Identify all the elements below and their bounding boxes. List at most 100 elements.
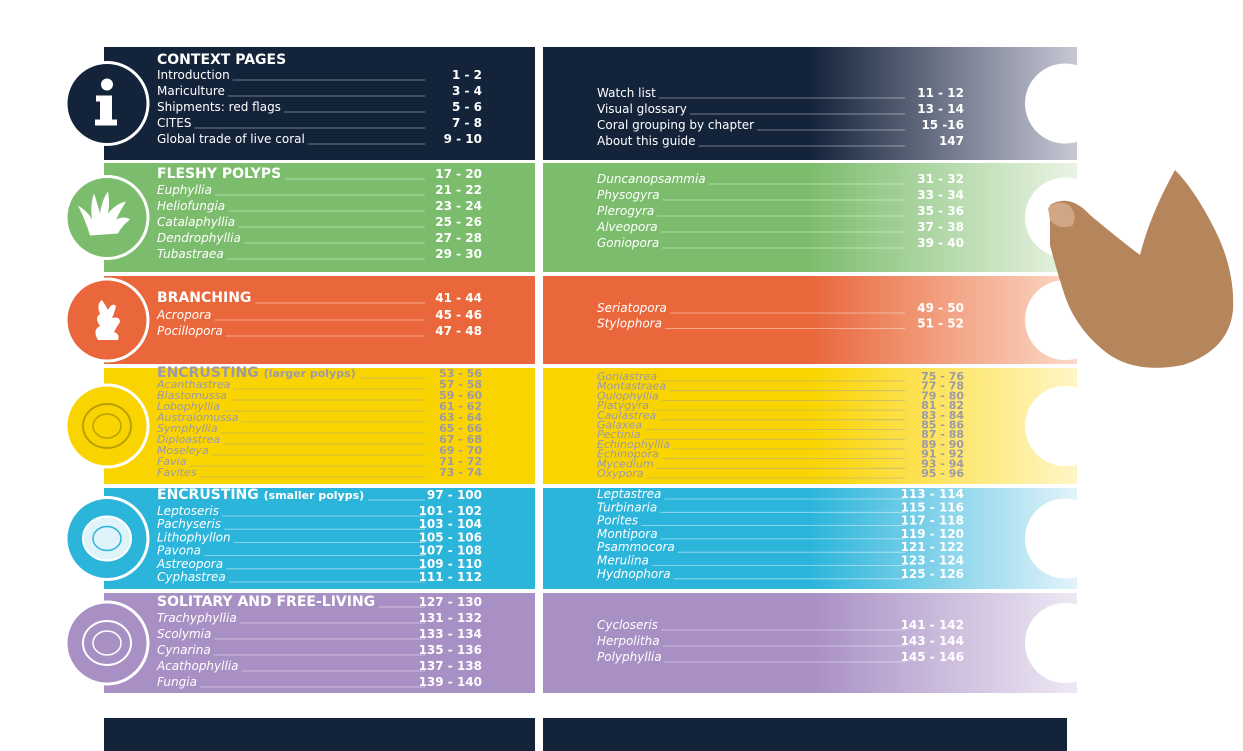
panel-right	[543, 368, 1077, 484]
entry-pages: 35 - 36	[917, 204, 964, 218]
entry-name: Symphyllia	[157, 422, 218, 435]
entry-name: Cycloseris	[597, 618, 658, 632]
entry-name: Psammocora	[597, 540, 675, 554]
entry-name: Oulophyllia	[597, 389, 659, 402]
entry-name: Galaxea	[597, 419, 642, 432]
entry-pages: 25 - 26	[435, 215, 482, 229]
section-title-text: ENCRUSTING	[157, 487, 259, 503]
entry-pages: 107 - 108	[419, 544, 482, 558]
panel-right	[543, 276, 1077, 364]
entry-name: Goniopora	[597, 236, 659, 250]
entry-pages: 139 - 140	[419, 675, 482, 689]
entry-pages: 95 - 96	[921, 467, 964, 480]
entry-pages: 89 - 90	[921, 438, 964, 451]
entry-pages: 79 - 80	[921, 389, 964, 402]
entry-name: Coral grouping by chapter	[597, 118, 754, 132]
entry-name: Leptoseris	[157, 504, 219, 518]
entry-pages: 1 - 2	[452, 68, 482, 82]
entry-name: Moseleya	[157, 444, 209, 457]
entry-name: Plerogyra	[597, 204, 654, 218]
section-pages: 97 - 100	[427, 488, 482, 502]
entry-name: Pachyseris	[157, 517, 221, 531]
entry-name: Montastraea	[597, 380, 666, 393]
entry-pages: 111 - 112	[419, 570, 482, 584]
entry-name: Fungia	[157, 675, 197, 689]
entry-pages: 145 - 146	[901, 650, 964, 664]
entry-name: Echinopora	[597, 448, 659, 461]
section-title-text: FLESHY POLYPS	[157, 166, 281, 182]
section-pages: 127 - 130	[419, 595, 482, 609]
entry-name: Heliofungia	[157, 199, 225, 213]
icon-glyph	[78, 191, 130, 236]
entry-name: Oxypora	[597, 467, 644, 480]
entry-pages: 71 - 72	[439, 455, 482, 468]
entry-pages: 75 - 76	[921, 370, 964, 383]
section-title: CONTEXT PAGES	[157, 52, 286, 68]
entry-pages: 91 - 92	[921, 448, 964, 461]
entry-pages: 103 - 104	[419, 517, 482, 531]
entry-name: Scolymia	[157, 627, 211, 641]
entry-name: Lithophyllon	[157, 530, 231, 544]
entry-pages: 9 - 10	[444, 132, 482, 146]
entry-name: Dendrophyllia	[157, 231, 241, 245]
entry-name: Global trade of live coral	[157, 132, 305, 146]
section-title-text: BRANCHING	[157, 290, 251, 306]
tab-hole	[1025, 386, 1105, 466]
icon-glyph	[101, 78, 113, 91]
entry-pages: 141 - 142	[901, 618, 964, 632]
icon-glyph	[95, 95, 117, 126]
entry-name: Acathophyllia	[156, 659, 239, 673]
icon-glyph	[82, 620, 132, 666]
footer-bar-left	[104, 718, 535, 751]
entry-pages: 31 - 32	[917, 172, 964, 186]
icon-glyph	[82, 515, 132, 562]
entry-name: Caulastrea	[597, 409, 657, 422]
entry-name: Cynarina	[157, 643, 211, 657]
entry-pages: 113 - 114	[901, 487, 964, 501]
entry-pages: 27 - 28	[435, 231, 482, 245]
entry-pages: 73 - 74	[439, 466, 482, 479]
entry-pages: 63 - 64	[439, 411, 482, 424]
entry-pages: 13 - 14	[917, 102, 964, 116]
section-subtitle: (smaller polyps)	[264, 489, 365, 502]
entry-pages: 39 - 40	[917, 236, 964, 250]
panel-left	[104, 593, 535, 693]
entry-pages: 133 - 134	[419, 627, 482, 641]
entry-pages: 115 - 116	[901, 500, 964, 514]
panel-right	[543, 47, 1077, 160]
section-title: ENCRUSTING (smaller polyps)	[157, 487, 364, 503]
entry-pages: 125 - 126	[901, 567, 964, 581]
entry-name: Cyphastrea	[157, 570, 226, 584]
entry-name: Seriatopora	[597, 301, 667, 315]
entry-name: Acropora	[156, 308, 211, 322]
entry-name: Lobophyllia	[157, 400, 220, 413]
entry-name: Shipments: red flags	[157, 100, 281, 114]
entry-pages: 29 - 30	[435, 247, 482, 261]
entry-pages: 21 - 22	[435, 183, 482, 197]
entry-name: Pocillopora	[157, 324, 223, 338]
entry-name: Diploastrea	[157, 433, 220, 446]
section-icon	[64, 383, 150, 469]
entry-pages: 131 - 132	[419, 611, 482, 625]
entry-name: Mariculture	[157, 84, 225, 98]
entry-pages: 47 - 48	[435, 324, 482, 338]
entry-pages: 143 - 144	[901, 634, 964, 648]
entry-name: Favites	[157, 466, 197, 479]
entry-pages: 123 - 124	[901, 554, 964, 568]
icon-glyph	[92, 525, 122, 552]
tab-hole	[1025, 63, 1105, 144]
entry-name: Introduction	[157, 68, 230, 82]
entry-name: Euphyllia	[157, 183, 212, 197]
icon-glyph	[92, 630, 122, 656]
entry-name: Astreopora	[156, 557, 223, 571]
entry-name: Acanthastrea	[156, 378, 231, 391]
section-icon	[64, 600, 150, 686]
entry-pages: 15 -16	[921, 118, 964, 132]
entry-name: Catalaphyllia	[157, 215, 235, 229]
entry-pages: 85 - 86	[921, 419, 964, 432]
panel-right	[543, 593, 1077, 693]
entry-pages: 77 - 78	[921, 380, 964, 393]
icon-glyph	[82, 403, 132, 449]
